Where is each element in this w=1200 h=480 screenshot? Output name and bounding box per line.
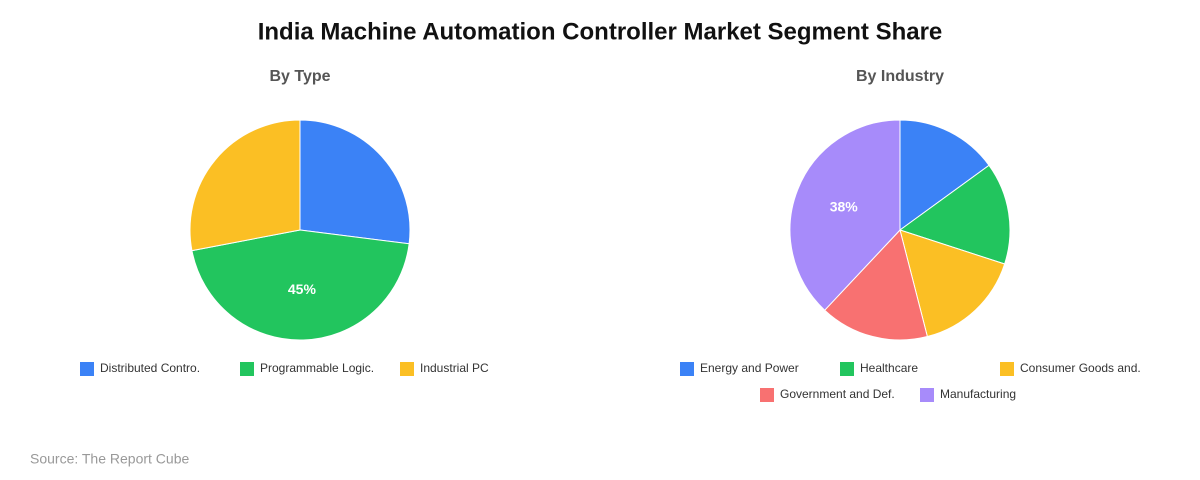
pie-slice [191,229,410,341]
pie-slice [899,229,1006,338]
pie-slice [789,119,901,311]
legend-swatch [840,362,854,376]
data-label: 38% [830,198,859,214]
legend-label: Energy and Power [700,361,799,375]
pie-slice [899,119,990,231]
chart-title: By Type [269,68,330,85]
legend-swatch [400,362,414,376]
legend-label: Government and Def. [780,387,895,401]
legend-swatch [1000,362,1014,376]
source: Source: The Report Cube [30,451,189,467]
pie-slice [823,228,928,341]
data-label: 45% [288,281,317,297]
legend-swatch [920,388,934,402]
legend-swatch [760,388,774,402]
page-title: India Machine Automation Controller Mark… [258,18,943,45]
chart-title: By Industry [856,68,944,85]
legend-label: Healthcare [860,361,918,375]
legend-label: Manufacturing [940,387,1016,401]
pie-slice [299,119,411,245]
pie-slice [898,164,1011,265]
legend-label: Consumer Goods and. [1020,361,1141,375]
legend-swatch [240,362,254,376]
legend-swatch [80,362,94,376]
legend-swatch [680,362,694,376]
legend-label: Industrial PC [420,361,489,375]
legend-label: Distributed Contro. [100,361,200,375]
pie-slice [189,119,301,252]
legend-label: Programmable Logic. [260,361,374,375]
